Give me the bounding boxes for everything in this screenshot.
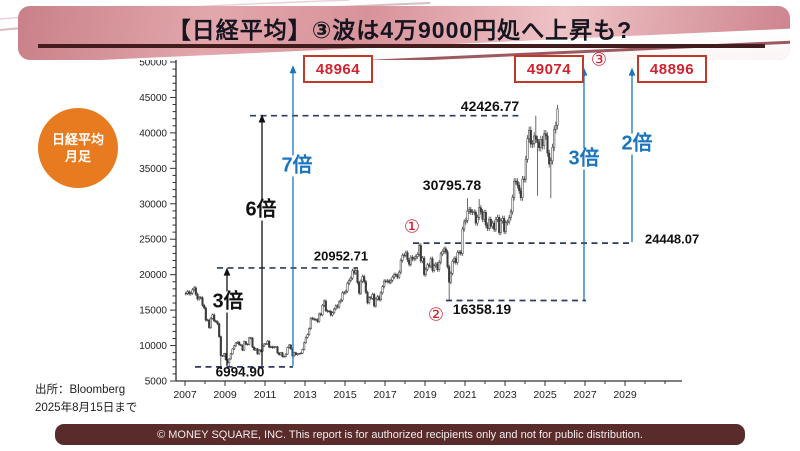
svg-text:2015: 2015 <box>333 389 357 401</box>
svg-text:2017: 2017 <box>373 389 397 401</box>
source-line-2: 2025年8月15日まで <box>35 402 138 414</box>
wave-mark-1: ① <box>403 216 421 238</box>
svg-text:2007: 2007 <box>173 389 197 401</box>
multiplier-label-7x: 7倍 <box>279 154 315 177</box>
price-label-6994: 6994.90 <box>215 364 265 380</box>
badge-line-2: 月足 <box>64 149 91 164</box>
svg-text:40000: 40000 <box>139 128 167 139</box>
multiplier-label-3x-left: 3倍 <box>210 290 246 313</box>
svg-text:10000: 10000 <box>139 341 167 352</box>
svg-text:2013: 2013 <box>293 389 317 401</box>
price-label-20952: 20952.71 <box>313 248 369 264</box>
source-line-1: 出所：Bloomberg <box>35 384 126 396</box>
projection-box-48964: 48964 <box>303 55 373 83</box>
svg-text:2021: 2021 <box>453 389 477 401</box>
svg-text:2023: 2023 <box>493 389 517 401</box>
svg-text:2027: 2027 <box>573 389 597 401</box>
svg-text:25000: 25000 <box>139 235 167 246</box>
footer-text: © MONEY SQUARE, INC. This report is for … <box>157 428 643 441</box>
multiplier-label-3x-right: 3倍 <box>566 147 602 170</box>
header-rule <box>38 44 765 48</box>
projection-box-49074: 49074 <box>514 55 584 83</box>
multiplier-label-2x: 2倍 <box>619 132 655 155</box>
svg-text:45000: 45000 <box>139 93 167 104</box>
badge-line-1: 日経平均 <box>51 132 104 147</box>
wave-mark-3: ③ <box>590 49 608 71</box>
svg-text:30000: 30000 <box>139 199 167 210</box>
svg-text:2019: 2019 <box>413 389 437 401</box>
svg-text:2009: 2009 <box>213 389 237 401</box>
svg-text:35000: 35000 <box>139 164 167 175</box>
svg-text:20000: 20000 <box>139 270 167 281</box>
price-label-24448: 24448.07 <box>645 231 700 247</box>
price-label-42426: 42426.77 <box>460 98 520 114</box>
footer-bar: © MONEY SQUARE, INC. This report is for … <box>55 424 745 445</box>
nikkei-monthly-badge: 日経平均 月足 <box>38 108 118 188</box>
projection-box-48896: 48896 <box>637 55 707 83</box>
svg-text:2011: 2011 <box>254 389 277 401</box>
header-band <box>18 6 790 60</box>
svg-text:5000: 5000 <box>145 377 168 388</box>
svg-text:2029: 2029 <box>613 389 637 401</box>
svg-text:15000: 15000 <box>139 306 167 317</box>
multiplier-label-6x: 6倍 <box>243 198 279 221</box>
price-label-16358: 16358.19 <box>452 301 512 317</box>
wave-mark-2: ② <box>427 304 445 326</box>
price-label-30795: 30795.78 <box>422 177 482 193</box>
svg-text:50000: 50000 <box>139 58 167 69</box>
page-title: 【日経平均】③波は4万9000円処へ上昇も? <box>167 17 633 43</box>
svg-text:2025: 2025 <box>533 389 557 401</box>
